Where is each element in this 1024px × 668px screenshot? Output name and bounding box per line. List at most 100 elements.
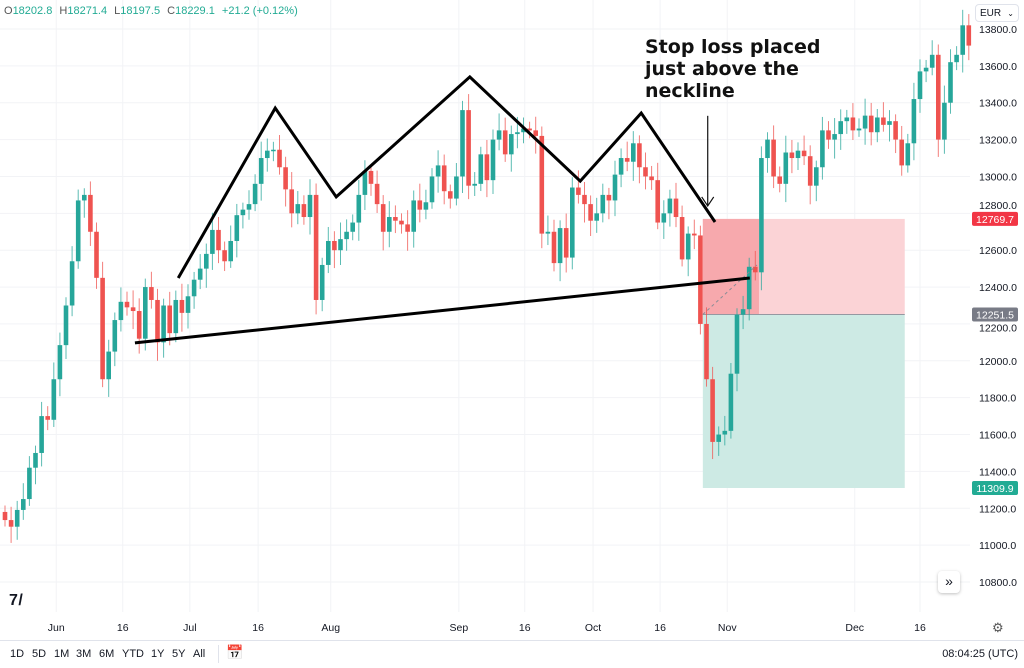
candle-body xyxy=(716,434,721,442)
candle-body xyxy=(362,170,368,195)
candle xyxy=(155,288,160,361)
candle-body xyxy=(161,305,166,343)
candle-body xyxy=(960,25,965,55)
annotation-text[interactable]: Stop loss placed just above the neckline xyxy=(645,36,821,102)
candle-body xyxy=(862,115,868,129)
range-1m-button[interactable]: 1M xyxy=(54,648,70,660)
range-1d-button[interactable]: 1D xyxy=(10,648,25,660)
calendar-goto-icon[interactable]: 📅 xyxy=(226,644,244,660)
candle-body xyxy=(173,299,179,334)
candle-body xyxy=(612,174,618,201)
scroll-to-realtime-button[interactable]: » xyxy=(938,571,960,593)
candle xyxy=(112,312,118,367)
price-chart[interactable]: 13800.0 13600.0 13400.0 13200.0 13000.0 12800… xyxy=(0,0,1024,640)
annotation-line: Stop loss placed xyxy=(645,36,821,58)
candle xyxy=(429,168,435,209)
candle xyxy=(27,456,32,506)
candle-body xyxy=(69,261,75,306)
range-1y-button[interactable]: 1Y xyxy=(151,648,165,660)
candle-body xyxy=(448,191,453,199)
candle xyxy=(899,125,904,176)
candle xyxy=(570,177,575,270)
candle xyxy=(423,189,429,220)
candle-body xyxy=(466,110,471,186)
candle xyxy=(942,85,947,154)
candle-body xyxy=(856,128,862,131)
candle-body xyxy=(563,228,569,258)
candle-body xyxy=(606,194,612,201)
candle-body xyxy=(228,240,233,262)
candle xyxy=(594,197,599,233)
range-3m-button[interactable]: 3M xyxy=(76,648,92,660)
candle-body xyxy=(332,240,337,251)
candle-body xyxy=(527,128,532,131)
range-5y-button[interactable]: 5Y xyxy=(172,648,186,660)
time-tick-label: Aug xyxy=(321,622,340,634)
candle xyxy=(563,213,569,273)
candle xyxy=(887,110,892,142)
candle xyxy=(295,191,301,225)
candle xyxy=(472,172,477,197)
candle xyxy=(234,203,240,258)
candle-body xyxy=(8,520,14,527)
gear-icon[interactable]: ⚙ xyxy=(992,620,1004,635)
candle-body xyxy=(252,183,258,205)
stop-price-label-bg xyxy=(972,211,1018,226)
candle xyxy=(216,217,221,264)
candle-body xyxy=(771,139,776,177)
candle xyxy=(45,406,50,431)
tradingview-logo[interactable]: 7 / xyxy=(9,592,23,609)
candle xyxy=(179,283,185,332)
candle xyxy=(875,109,880,143)
candle-body xyxy=(679,217,685,260)
candle-body xyxy=(545,231,551,234)
candle-body xyxy=(936,54,941,140)
candle-body xyxy=(942,102,947,140)
head-and-shoulders-drawing xyxy=(176,74,717,279)
candle-body xyxy=(783,152,789,184)
currency-dropdown[interactable]: EUR ⌄ xyxy=(975,4,1019,22)
candle xyxy=(844,109,850,134)
candle xyxy=(277,134,282,175)
candle-body xyxy=(868,115,874,133)
price-tick-label: 10800.0 xyxy=(979,577,1017,589)
time-tick-label: Oct xyxy=(585,622,601,634)
candle xyxy=(222,241,227,272)
candle xyxy=(167,291,172,346)
candle-body xyxy=(143,287,148,339)
candle-body xyxy=(368,170,374,184)
candle-body xyxy=(929,54,935,68)
range-5d-button[interactable]: 5D xyxy=(32,648,47,660)
candle-body xyxy=(832,134,837,140)
candle xyxy=(954,46,959,71)
candle-body xyxy=(258,158,264,184)
candle-body xyxy=(319,264,325,300)
price-tick-label: 11800.0 xyxy=(979,393,1016,405)
candle-body xyxy=(710,379,715,442)
candle xyxy=(124,291,130,316)
candle xyxy=(460,100,465,194)
candle-body xyxy=(911,99,917,144)
candle xyxy=(771,125,776,189)
candle-body xyxy=(39,416,44,453)
time-tick-label: 16 xyxy=(914,622,926,634)
candle-body xyxy=(301,204,307,218)
candle-body xyxy=(460,110,465,177)
candle-body xyxy=(594,213,599,221)
candle xyxy=(545,215,551,246)
candle-body xyxy=(582,194,587,205)
candle-body xyxy=(222,250,227,262)
candle-body xyxy=(387,217,392,232)
target-price-label-bg xyxy=(972,481,1018,496)
candle xyxy=(576,170,581,204)
ohlc-low-key: L xyxy=(114,5,121,17)
candle-body xyxy=(63,305,69,346)
candle-body xyxy=(155,299,160,343)
range-6m-button[interactable]: 6M xyxy=(99,648,115,660)
price-tick-label: 12400.0 xyxy=(979,282,1017,294)
candle-body xyxy=(777,176,782,184)
range-all-button[interactable]: All xyxy=(193,648,206,660)
price-tick-label: 12800.0 xyxy=(979,200,1017,212)
candle-body xyxy=(521,128,526,133)
range-ytd-button[interactable]: YTD xyxy=(122,648,144,660)
